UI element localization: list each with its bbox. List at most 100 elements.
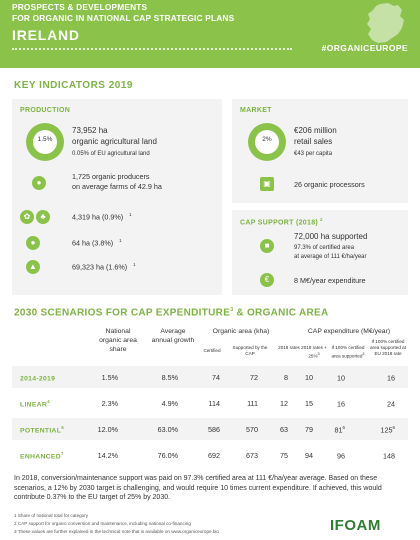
header-rates2018: 2018 rates bbox=[278, 345, 300, 350]
cell-supported-value: 111 bbox=[247, 399, 258, 408]
euro-icon: € bbox=[260, 273, 274, 287]
cell-certified-value: 74 bbox=[212, 373, 220, 382]
cell-growth: 4.9% bbox=[138, 399, 178, 408]
cell-rate-plus-25-value: 94 bbox=[305, 451, 313, 460]
cap-sub1: 97.3% of certified area bbox=[294, 245, 355, 251]
header-exp-group: CAP expenditure (M€/year) bbox=[307, 328, 391, 335]
cell-eu-rate-value: 24 bbox=[387, 399, 395, 409]
production-panel: PRODUCTION 1.5% 73,952 ha organic agricu… bbox=[12, 99, 222, 295]
cell-rate-2018: 75 bbox=[248, 451, 288, 460]
table-row: 2014-2019 1.5% 8.5% 74 72 8 10 10 16 bbox=[12, 366, 408, 388]
header-share: National organic area share bbox=[99, 328, 137, 353]
cap-sub2: at average of 111 €/ha/year bbox=[294, 254, 367, 260]
cell-supported: 111 bbox=[218, 399, 258, 408]
cap-support-panel: CAP SUPPORT (2018) 2 ■ 72,000 ha supporte… bbox=[232, 210, 408, 295]
production-eu-share: 0.05% of EU agricultural land bbox=[72, 151, 150, 157]
cell-share: 12.0% bbox=[78, 425, 118, 434]
header-eu-rate: If 100% certified area supported at EU 2… bbox=[369, 339, 406, 356]
production-producers: 1,725 organic producers bbox=[72, 172, 150, 181]
factory-icon: ▣ bbox=[260, 177, 274, 191]
footnote-2: 2 CAP support for organic conversion and… bbox=[14, 521, 191, 526]
header-line2: FOR ORGANIC IN NATIONAL CAP STRATEGIC PL… bbox=[12, 13, 235, 23]
scenarios-title-tail: & ORGANIC AREA bbox=[236, 307, 329, 319]
cell-full-certified-value: 81 bbox=[334, 425, 343, 435]
cell-rate-plus-25: 15 bbox=[273, 399, 313, 408]
apple-icon: ● bbox=[26, 236, 40, 250]
production-title: PRODUCTION bbox=[20, 107, 71, 114]
production-area: 73,952 ha bbox=[72, 126, 108, 135]
row-label-fn: 7 bbox=[60, 451, 64, 456]
header-area-group: Organic area (kha) bbox=[212, 328, 270, 335]
market-donut: 2% bbox=[248, 123, 286, 161]
cell-rate-plus-25-value: 79 bbox=[305, 425, 313, 434]
cell-growth-value: 4.9% bbox=[161, 399, 178, 408]
tractor-icon: ■ bbox=[260, 239, 274, 253]
cell-rate-plus-25: 10 bbox=[273, 373, 313, 382]
cell-full-certified-value: 16 bbox=[337, 399, 345, 409]
cell-eu-rate: 16 bbox=[355, 373, 395, 382]
market-panel: MARKET 2% €206 million retail sales €43 … bbox=[232, 99, 408, 203]
header-line1: PROSPECTS & DEVELOPMENTS bbox=[12, 2, 148, 12]
header-certified-supported: If 100% certified area supported bbox=[331, 345, 365, 359]
ifoam-logo: IFOAM bbox=[330, 517, 381, 534]
grassland-icon: ▲ bbox=[26, 260, 40, 274]
cap-support-fn: 2 bbox=[320, 217, 323, 222]
cell-rate-2018: 63 bbox=[248, 425, 288, 434]
cell-share: 14.2% bbox=[78, 451, 118, 460]
cell-share: 1.5% bbox=[78, 373, 118, 382]
header-certified-supported-fn: 3 bbox=[362, 352, 365, 356]
leaf-icon: ✿ bbox=[20, 210, 34, 224]
cell-supported: 72 bbox=[218, 373, 258, 382]
cell-certified-value: 692 bbox=[208, 451, 220, 460]
cell-full-certified: 16 bbox=[305, 399, 345, 408]
table-row: POTENTIAL5 12.0% 63.0% 586 570 63 79 816 1256 bbox=[12, 418, 408, 440]
row-label-text: 2014-2019 bbox=[20, 375, 56, 383]
table-row: LINEAR4 2.3% 4.9% 114 111 12 15 16 24 bbox=[12, 392, 408, 414]
scenarios-title: 2030 SCENARIOS FOR CAP EXPENDITURE3 & OR… bbox=[14, 307, 329, 318]
cell-rate-2018-value: 63 bbox=[280, 425, 288, 434]
cell-growth: 76.0% bbox=[138, 451, 178, 460]
production-donut: 1.5% bbox=[26, 123, 64, 161]
cell-rate-plus-25: 79 bbox=[273, 425, 313, 434]
ireland-map-icon bbox=[367, 3, 404, 43]
row-label-text: POTENTIAL bbox=[20, 427, 62, 435]
cell-eu-rate-value: 125 bbox=[380, 425, 393, 435]
market-title: MARKET bbox=[240, 107, 272, 114]
cell-rate-plus-25: 94 bbox=[273, 451, 313, 460]
cap-expenditure: 8 M€/year expenditure bbox=[294, 276, 366, 285]
scenarios-title-text: 2030 SCENARIOS FOR CAP EXPENDITURE bbox=[14, 307, 231, 319]
cell-growth: 8.5% bbox=[138, 373, 178, 382]
cell-share-value: 1.5% bbox=[101, 373, 118, 382]
dotted-divider bbox=[12, 48, 292, 50]
production-donut-label: 1.5% bbox=[37, 136, 53, 143]
cell-rate-plus-25-value: 15 bbox=[305, 399, 313, 408]
cell-certified: 74 bbox=[180, 373, 220, 382]
crop-arable-value: 4,319 ha (0.9%) bbox=[72, 212, 124, 222]
production-area-label: organic agricultural land bbox=[72, 137, 157, 146]
row-label: 2014-2019 bbox=[20, 373, 55, 382]
market-sales-label: retail sales bbox=[294, 137, 333, 146]
crop-permanent-fn: 1 bbox=[119, 238, 122, 243]
row-label-text: ENHANCED bbox=[20, 453, 61, 461]
crop-permanent-value: 64 ha (3.8%) bbox=[72, 238, 114, 248]
cell-share-value: 14.2% bbox=[97, 451, 118, 460]
cell-share-value: 2.3% bbox=[101, 399, 118, 408]
cell-growth-value: 76.0% bbox=[157, 451, 178, 460]
crop-grassland-fn: 1 bbox=[133, 262, 136, 267]
key-indicators-title: KEY INDICATORS 2019 bbox=[14, 80, 133, 91]
hashtag: #ORGANICEUROPE bbox=[321, 43, 408, 53]
cell-rate-2018-value: 12 bbox=[280, 399, 288, 408]
row-label-text: LINEAR bbox=[20, 401, 48, 409]
market-sales: €206 million bbox=[294, 126, 337, 135]
market-per-capita: €43 per capita bbox=[294, 151, 333, 157]
cell-rate-plus-25-value: 10 bbox=[305, 373, 313, 382]
row-label: POTENTIAL5 bbox=[20, 425, 64, 434]
cell-supported-value: 570 bbox=[246, 425, 258, 434]
market-processors: 26 organic processors bbox=[294, 180, 365, 189]
row-label: LINEAR4 bbox=[20, 399, 50, 408]
cell-certified: 114 bbox=[180, 399, 220, 408]
clover-icon: ♣ bbox=[36, 210, 50, 224]
cell-share: 2.3% bbox=[78, 399, 118, 408]
row-label-fn: 5 bbox=[61, 425, 65, 430]
cell-full-certified-value: 10 bbox=[337, 373, 345, 383]
